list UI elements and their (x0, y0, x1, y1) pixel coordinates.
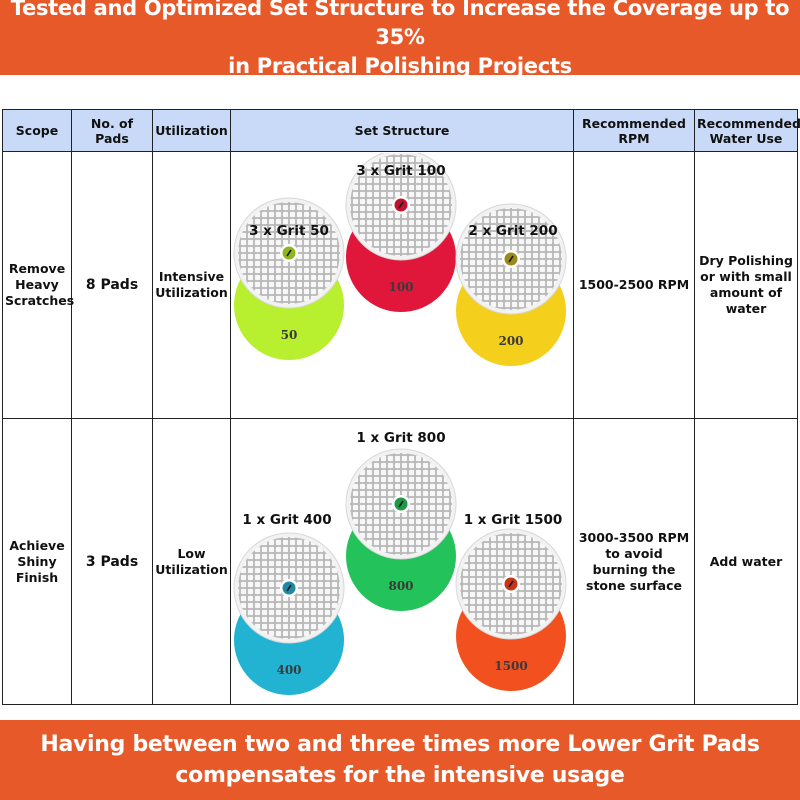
pad-set-graphic: 400 1 x Grit 400 800 1 x Grit 800 1500 1 x Gr… (233, 430, 567, 695)
pad-grit-number: 400 (276, 663, 301, 677)
grit-label: 2 x Grit 200 (468, 223, 557, 239)
scope-cell: Remove Heavy Scratches (2, 151, 74, 419)
column-header-set-structure: Set Structure (230, 109, 574, 152)
utilization-cell: Low Utilization (152, 418, 231, 705)
grit-label: 3 x Grit 100 (356, 163, 445, 179)
rpm-cell: 1500-2500 RPM (573, 151, 695, 419)
pad-center-mark (508, 255, 514, 262)
pad-center-mark (398, 500, 404, 507)
header-highlight: Increase the Coverage up to 35% (375, 0, 790, 49)
table-header-row: Scope No. of Pads Utilization Set Struct… (2, 109, 800, 152)
pad-center-mark (286, 249, 292, 256)
scope-cell: Achieve Shiny Finish (2, 418, 72, 705)
header-banner: Tested and Optimized Set Structure to In… (0, 0, 800, 78)
rpm-cell: 3000-3500 RPM to avoid burning the stone… (573, 418, 695, 705)
pad-set-graphic: 50 3 x Grit 50 100 3 x Grit 100 200 2 x Grit … (233, 152, 567, 366)
column-header-water: Recommended Water Use (694, 109, 800, 152)
grit-label: 1 x Grit 1500 (464, 512, 563, 528)
pad-center-mark (286, 584, 292, 591)
polishing-pad-grit-200: 200 (455, 203, 567, 366)
set-structure-cell: 400 1 x Grit 400 800 1 x Grit 800 1500 1 x Gr… (230, 418, 574, 705)
column-header-pads: No. of Pads (71, 109, 153, 152)
pad-center-mark (398, 201, 404, 208)
set-structure-table: Scope No. of Pads Utilization Set Struct… (2, 109, 800, 705)
header-line-2: in Practical Polishing Projects (228, 54, 572, 78)
column-header-scope: Scope (2, 109, 72, 152)
pad-center-mark (508, 580, 514, 587)
footer-line-1: Having between two and three times more … (40, 732, 760, 757)
footer-banner: Having between two and three times more … (0, 720, 800, 800)
footer-line-2: compensates for the intensive usage (175, 763, 625, 788)
polishing-pad-grit-50: 50 (233, 197, 345, 360)
polishing-pad-grit-1500: 1500 (455, 528, 567, 691)
pad-grit-number: 50 (281, 328, 298, 342)
water-cell: Dry Polishing or with small amount of wa… (694, 151, 798, 419)
grit-label: 3 x Grit 50 (249, 223, 329, 239)
set-structure-cell: 50 3 x Grit 50 100 3 x Grit 100 200 2 x Grit … (230, 151, 574, 419)
utilization-cell: Intensive Utilization (152, 151, 231, 419)
pads-cell: 3 Pads (71, 418, 153, 705)
polishing-pad-grit-800: 800 (345, 448, 457, 611)
table-row: Achieve Shiny Finish 3 Pads Low Utilizat… (2, 418, 798, 705)
polishing-pad-grit-100: 100 (345, 152, 457, 312)
grit-label: 1 x Grit 400 (242, 512, 331, 528)
pads-cell: 8 Pads (71, 151, 153, 419)
pad-grit-number: 100 (388, 280, 413, 294)
pad-grit-number: 1500 (494, 659, 527, 673)
polishing-pad-grit-400: 400 (233, 532, 345, 695)
water-cell: Add water (694, 418, 798, 705)
header-text: Tested and Optimized Set Structure to (10, 0, 463, 20)
header-line-1: Tested and Optimized Set Structure to In… (0, 0, 800, 52)
pad-grit-number: 200 (498, 334, 523, 348)
pad-grit-number: 800 (388, 579, 413, 593)
grit-label: 1 x Grit 800 (356, 430, 445, 446)
column-header-utilization: Utilization (152, 109, 231, 152)
column-header-rpm: Recommended RPM (573, 109, 695, 152)
table-row: Remove Heavy Scratches 8 Pads Intensive … (2, 151, 798, 419)
